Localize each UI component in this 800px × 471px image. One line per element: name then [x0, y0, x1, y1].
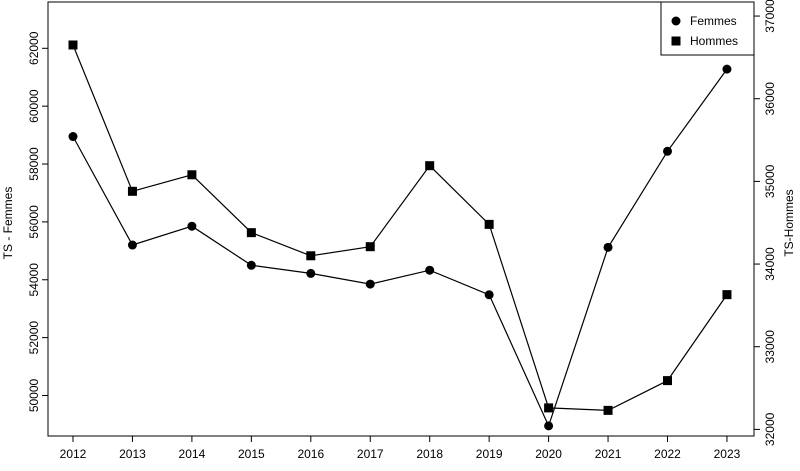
legend-femmes-label: Femmes — [690, 14, 737, 28]
point-femmes-2023 — [722, 64, 732, 74]
y-left-axis: 50000 52000 54000 56000 58000 60000 62000 — [27, 31, 48, 412]
y-right-tick-label-34000: 34000 — [763, 247, 777, 281]
plot-frame — [47, 1, 755, 437]
point-hommes-2023 — [722, 290, 732, 300]
point-hommes-2016 — [306, 251, 316, 261]
point-femmes-2021 — [603, 242, 613, 252]
x-tick-label-2016: 2016 — [297, 447, 324, 461]
y-left-axis-title: TS - Femmes — [1, 187, 15, 260]
x-tick-label-2022: 2022 — [654, 447, 681, 461]
legend: Femmes Hommes — [660, 1, 755, 56]
x-tick-label-2018: 2018 — [416, 447, 443, 461]
y-right-tick-label-35000: 35000 — [763, 164, 777, 198]
y-right-axis: 32000 33000 34000 35000 36000 37000 — [754, 0, 777, 446]
point-hommes-2013 — [127, 186, 137, 196]
point-femmes-2012 — [68, 132, 78, 142]
y-left-tick-label-58000: 58000 — [27, 147, 41, 181]
y-left-tick-label-60000: 60000 — [27, 89, 41, 123]
x-tick-label-2013: 2013 — [119, 447, 146, 461]
y-right-tick-label-37000: 37000 — [763, 0, 777, 33]
x-tick-label-2021: 2021 — [595, 447, 622, 461]
x-tick-label-2012: 2012 — [60, 447, 87, 461]
y-right-tick-label-36000: 36000 — [763, 82, 777, 116]
point-femmes-2017 — [365, 279, 375, 289]
legend-box — [660, 1, 755, 56]
point-femmes-2018 — [425, 265, 435, 275]
point-femmes-2020 — [544, 421, 554, 431]
point-hommes-2021 — [603, 405, 613, 415]
point-femmes-2013 — [127, 240, 137, 250]
point-femmes-2022 — [663, 146, 672, 156]
y-right-tick-label-33000: 33000 — [763, 330, 777, 364]
legend-femmes-marker — [671, 16, 681, 26]
point-hommes-2017 — [365, 242, 375, 252]
x-tick-label-2015: 2015 — [238, 447, 265, 461]
y-right-tick-label-32000: 32000 — [763, 412, 777, 446]
point-hommes-2020 — [544, 403, 554, 413]
x-tick-label-2014: 2014 — [179, 447, 206, 461]
point-hommes-2015 — [246, 228, 256, 238]
x-tick-label-2017: 2017 — [357, 447, 384, 461]
point-hommes-2014 — [187, 170, 197, 180]
point-hommes-2022 — [663, 376, 672, 386]
y-left-tick-label-62000: 62000 — [27, 31, 41, 65]
legend-hommes-marker — [671, 36, 681, 46]
x-tick-label-2023: 2023 — [714, 447, 741, 461]
point-femmes-2015 — [246, 260, 256, 270]
point-hommes-2018 — [425, 161, 435, 171]
x-axis: 2012 2013 2014 2015 2016 2017 2018 2019 2020 2021… — [60, 436, 741, 461]
y-left-tick-label-52000: 52000 — [27, 321, 41, 355]
series-line-femmes — [72, 68, 728, 428]
y-left-tick-label-54000: 54000 — [27, 263, 41, 297]
point-femmes-2016 — [306, 268, 316, 278]
y-left-tick-label-56000: 56000 — [27, 205, 41, 239]
x-tick-label-2019: 2019 — [476, 447, 503, 461]
series-layer — [68, 40, 732, 431]
series-line-hommes — [72, 44, 728, 412]
y-right-axis-title: TS-Hommes — [782, 189, 796, 256]
point-femmes-2019 — [484, 290, 494, 300]
point-hommes-2012 — [68, 40, 78, 50]
y-left-tick-label-50000: 50000 — [27, 378, 41, 412]
point-hommes-2019 — [484, 219, 494, 229]
x-tick-label-2020: 2020 — [535, 447, 562, 461]
legend-hommes-label: Hommes — [690, 34, 738, 48]
point-femmes-2014 — [187, 221, 197, 231]
